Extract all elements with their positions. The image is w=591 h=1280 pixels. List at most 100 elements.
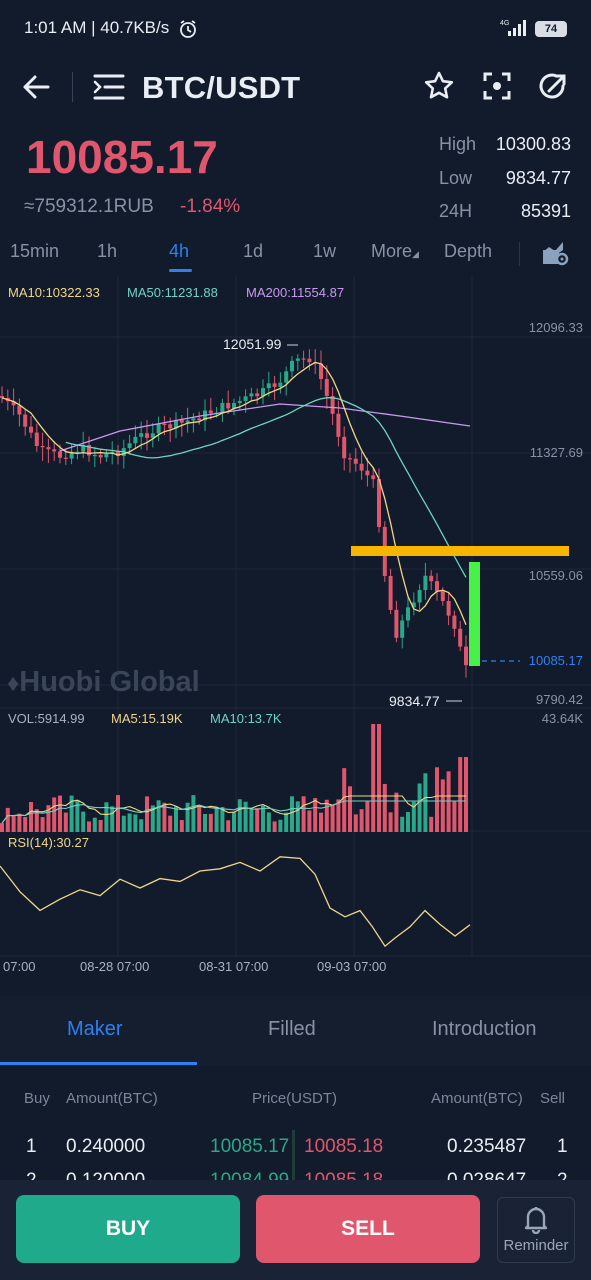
candle [226, 402, 231, 409]
chart-canvas[interactable] [0, 276, 591, 978]
tab-1h[interactable]: 1h [97, 241, 118, 261]
ma200-label: MA200:11554.87 [246, 285, 345, 300]
reminder-button[interactable]: Reminder [497, 1197, 575, 1263]
candle [301, 358, 306, 360]
book-buy-amount[interactable]: 0.240000 [66, 1136, 146, 1157]
volume-bar [423, 773, 428, 832]
ma50-label: MA50:11231.88 [127, 285, 218, 300]
volume-bar [179, 820, 184, 832]
book-sell-amount[interactable]: 0.235487 [447, 1136, 527, 1157]
green-annotation [469, 562, 480, 666]
volume-bar [319, 812, 323, 832]
volume-bar [92, 817, 97, 832]
col-amount-sell: Amount(BTC) [431, 1090, 523, 1107]
candle [116, 452, 120, 457]
chart-settings-icon[interactable] [541, 240, 569, 266]
watermark: ♦Huobi Global [7, 666, 200, 699]
share-icon[interactable] [537, 71, 569, 103]
candle [324, 378, 329, 396]
vol-label: VOL:5914.99 [8, 711, 85, 726]
volume-bar [208, 813, 213, 832]
volume-bar [411, 801, 416, 832]
candle [11, 401, 16, 406]
back-arrow-icon[interactable] [20, 72, 52, 102]
candle [58, 451, 62, 458]
stat-low-label: Low [439, 168, 473, 188]
candle [452, 615, 457, 629]
volume-bar [382, 783, 387, 832]
favorite-star-icon[interactable] [424, 71, 454, 101]
candle [266, 383, 271, 389]
tab-1w[interactable]: 1w [313, 241, 337, 261]
tab-depth[interactable]: Depth [444, 241, 493, 261]
resistance-annotation [351, 546, 569, 556]
candle [330, 395, 335, 414]
volume-bar [220, 806, 225, 832]
volume-bar [440, 779, 445, 832]
sell-button[interactable]: SELL [256, 1195, 480, 1263]
tab-maker[interactable]: Maker [67, 1018, 123, 1040]
book-bid-price[interactable]: 10085.17 [210, 1136, 290, 1157]
candle [359, 463, 364, 471]
col-price: Price(USDT) [252, 1090, 337, 1107]
volume-bar [145, 796, 149, 832]
candle [75, 451, 80, 453]
candle [435, 581, 439, 592]
volume-bar [40, 817, 45, 832]
candle [0, 396, 4, 398]
candle [353, 458, 358, 464]
candle [272, 383, 277, 387]
tab-4h[interactable]: 4h [169, 241, 190, 261]
menu-list-icon[interactable] [93, 73, 125, 101]
tab-15min[interactable]: 15min [10, 241, 60, 261]
trading-pair-title[interactable]: BTC/USDT [142, 70, 301, 105]
candle [46, 447, 51, 450]
book-buy-index: 1 [26, 1136, 37, 1157]
volume-bar [0, 823, 4, 832]
volume-bar [5, 807, 10, 832]
candle [69, 451, 74, 459]
volume-bar [359, 809, 364, 832]
screenshot-icon[interactable] [482, 71, 512, 101]
volume-bar [174, 806, 178, 832]
candle [417, 590, 422, 603]
candle [342, 436, 347, 459]
stat-low-value: 9834.77 [505, 168, 571, 188]
candle [406, 607, 410, 621]
candle [127, 443, 132, 449]
volume-bar [377, 724, 381, 832]
price-axis-label: 9790.42 [536, 692, 583, 707]
candle [40, 446, 45, 448]
book-ask-price[interactable]: 10085.18 [304, 1136, 384, 1157]
volume-bar [394, 792, 399, 832]
candle [278, 382, 283, 387]
volume-bar [104, 802, 109, 832]
volume-bar [17, 813, 22, 832]
candlestick-chart[interactable]: MA10:10322.33 MA50:11231.88 MA200:11554.… [0, 276, 591, 978]
volume-bar [34, 809, 39, 832]
volume-bar [203, 813, 207, 832]
volume-bar [400, 816, 405, 832]
candle [92, 454, 97, 457]
candle [220, 402, 225, 413]
volume-bar [52, 797, 57, 832]
book-sell-index: 1 [557, 1136, 568, 1157]
rsi-label: RSI(14):30.27 [8, 835, 89, 850]
tab-introduction[interactable]: Introduction [432, 1018, 537, 1040]
buy-button[interactable]: BUY [16, 1195, 240, 1263]
tab-filled[interactable]: Filled [268, 1018, 316, 1040]
candle [261, 388, 265, 397]
candle [429, 575, 434, 582]
tab-1d[interactable]: 1d [243, 241, 264, 261]
volume-bar [452, 801, 457, 832]
caret-down-icon: ◢ [412, 249, 419, 259]
tab-more[interactable]: More◢ [371, 241, 419, 262]
price-change: -1.84% [180, 196, 241, 217]
candle [232, 403, 236, 409]
volume-bar [58, 795, 62, 832]
volume-bar [417, 783, 422, 832]
candle [284, 371, 289, 383]
volume-bar [127, 813, 132, 832]
candle [411, 602, 416, 608]
time-axis-label: 08-31 07:00 [199, 959, 269, 974]
